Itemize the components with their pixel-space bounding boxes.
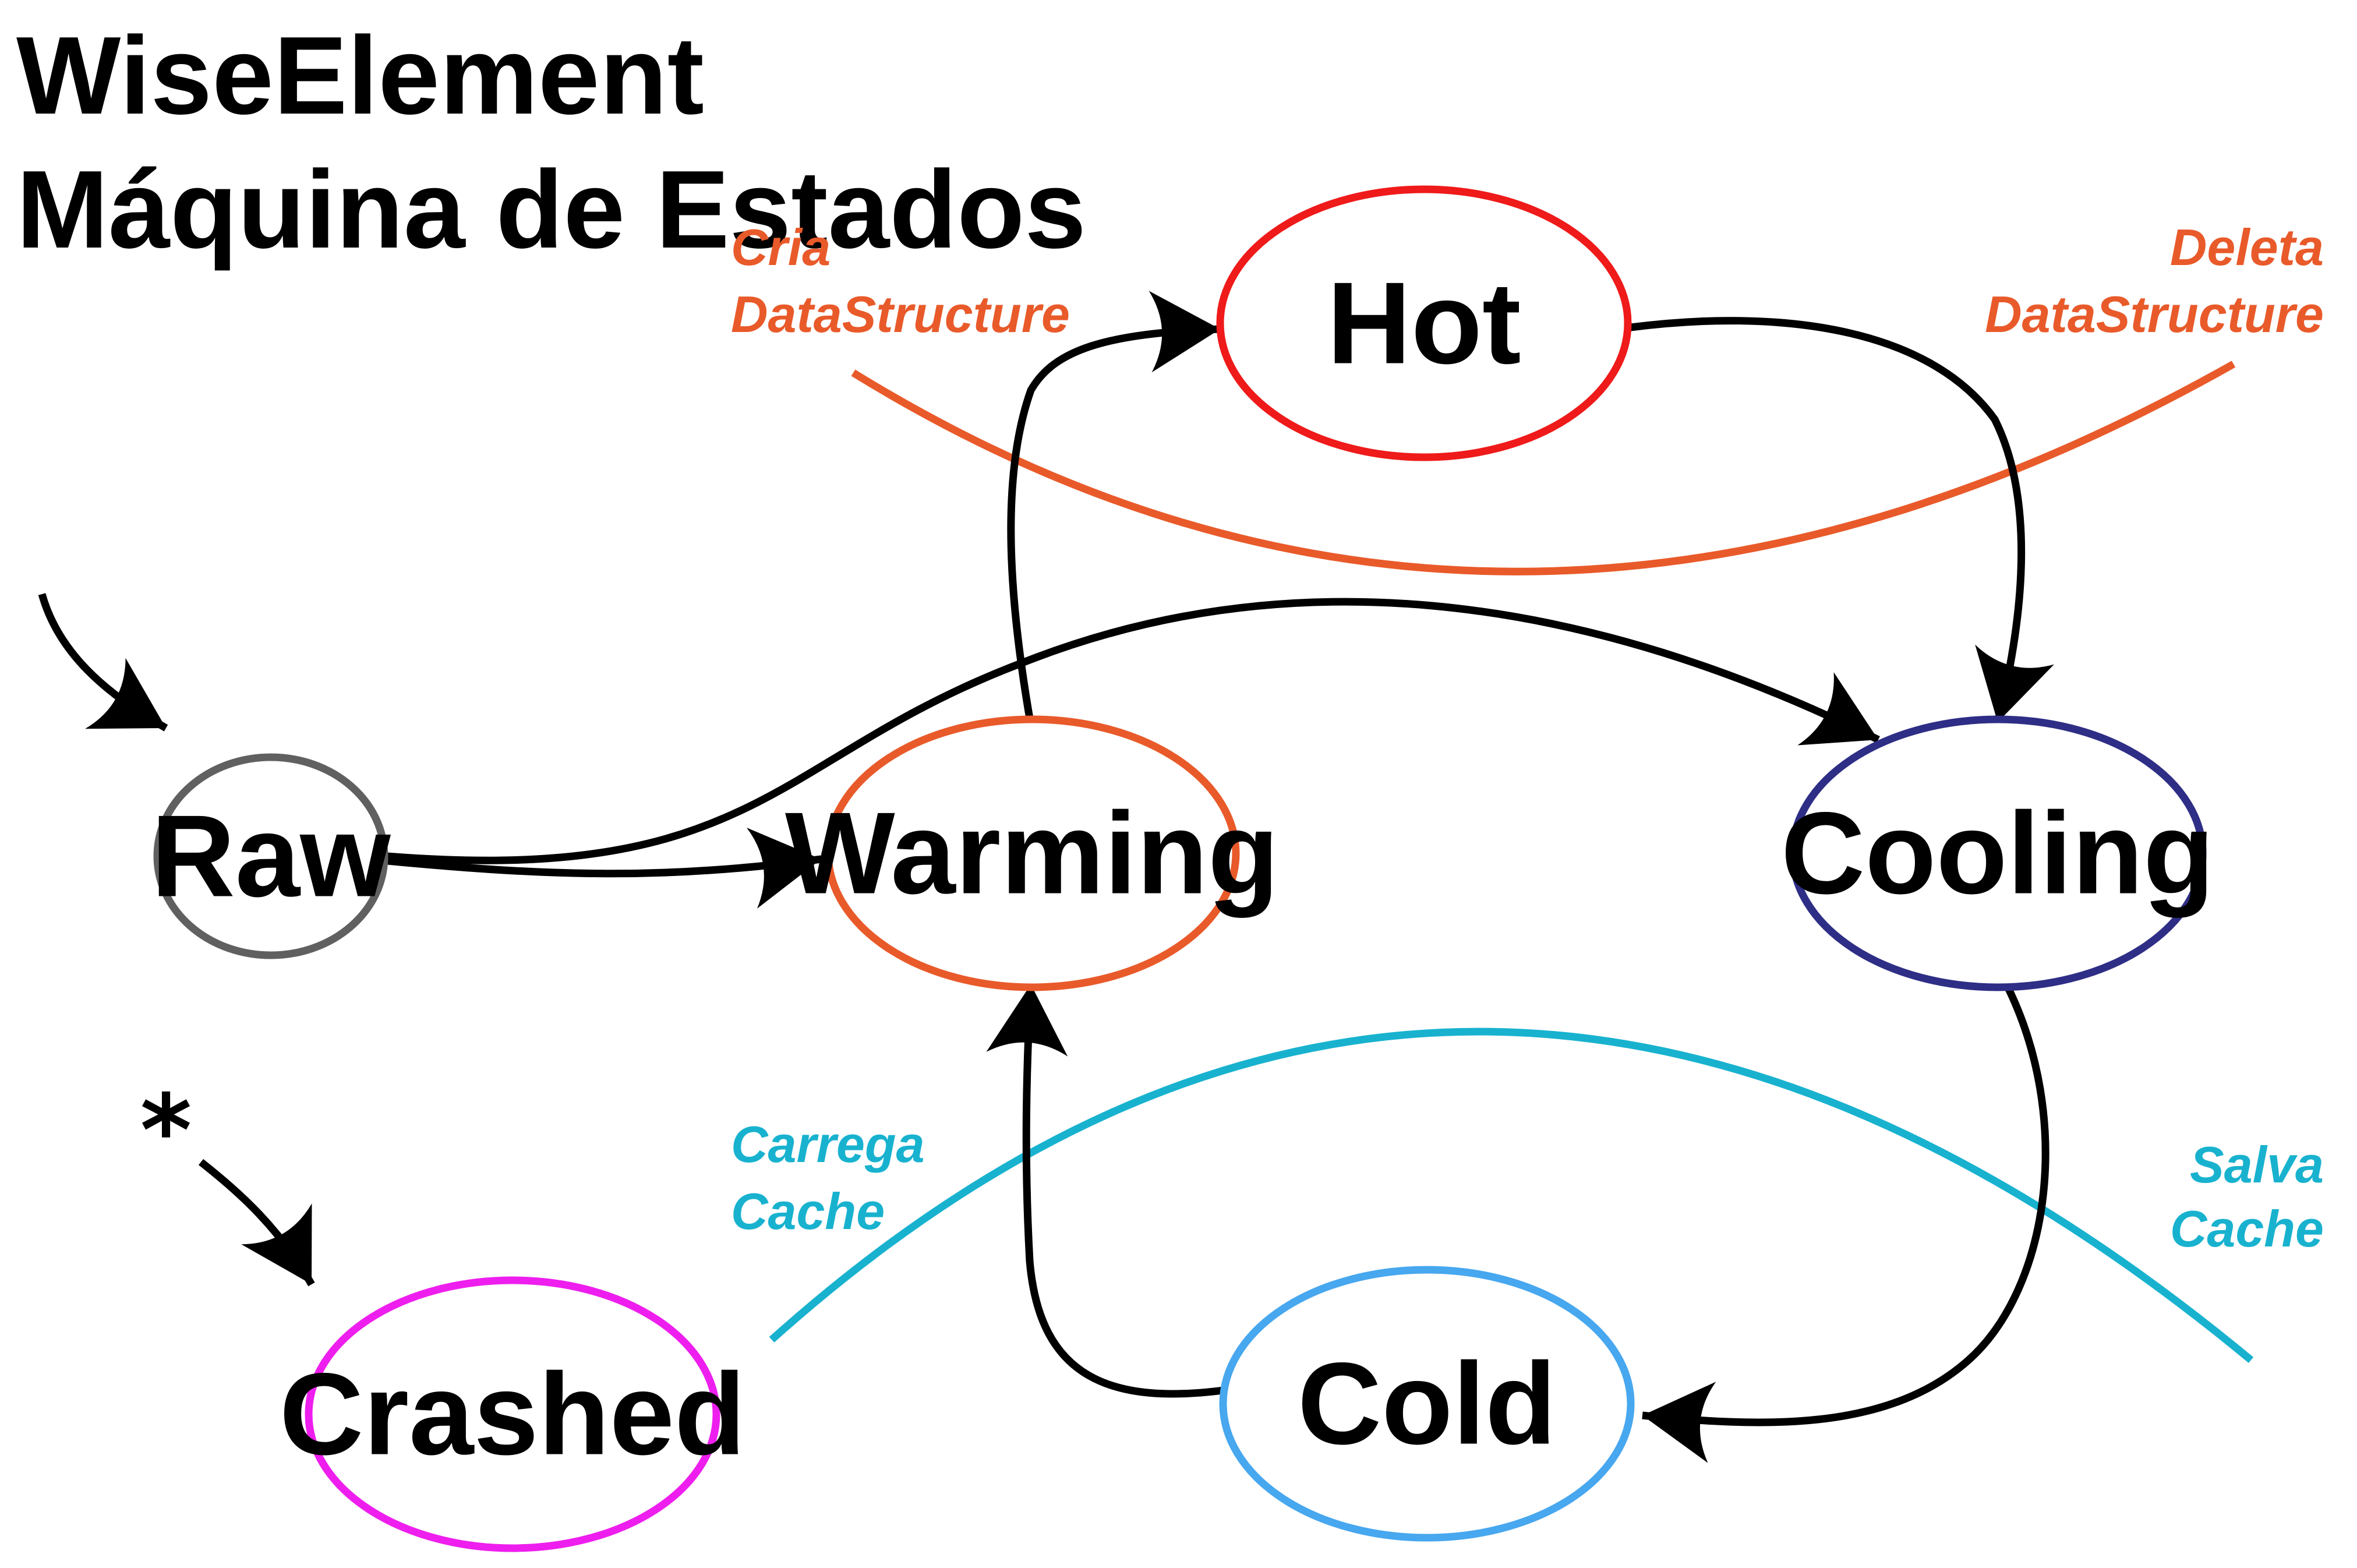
state-crashed-label: Crashed (280, 1350, 745, 1479)
state-warming-label: Warming (785, 789, 1279, 919)
state-hot[interactable]: Hot (1216, 185, 1632, 461)
edge-hot-to-cooling (1630, 317, 2054, 723)
annotation-load-line-2: Cache (731, 1182, 885, 1240)
state-crashed[interactable]: Crashed (280, 1276, 745, 1552)
annotation-load-line-1: Carrega (731, 1115, 925, 1173)
annotation-delete-line-1: Deleta (2170, 218, 2324, 276)
state-cold[interactable]: Cold (1219, 1266, 1635, 1542)
edge-warming-to-hot (1007, 291, 1221, 726)
state-hot-shape (1216, 185, 1632, 461)
state-hot-label: Hot (1327, 259, 1521, 389)
cache-boundary-arc (769, 1027, 2254, 1364)
state-crashed-shape (305, 1276, 720, 1552)
state-cooling-label: Cooling (1781, 789, 2214, 919)
title-line-2: Máquina de Estados (16, 148, 1086, 271)
annotation-load-cache: Carrega Cache (731, 1115, 925, 1240)
annotation-save-line-1: Salva (2190, 1136, 2324, 1193)
state-cooling-shape (1789, 715, 2207, 991)
state-raw-shape (153, 753, 388, 959)
edge-initial-to-raw (38, 593, 168, 732)
edge-raw-to-warming (387, 827, 822, 909)
state-cold-shape (1219, 1266, 1635, 1542)
annotation-save-cache: Salva Cache (2170, 1136, 2324, 1258)
title-line-1: WiseElement (16, 14, 704, 137)
state-cooling[interactable]: Cooling (1781, 715, 2214, 991)
state-raw[interactable]: Raw (151, 753, 391, 959)
state-warming-shape (824, 715, 1240, 991)
annotation-delete-data-structure: Deleta DataStructure (1985, 218, 2324, 343)
any-state-marker: * (140, 1073, 192, 1189)
annotation-create-line-1: Cria (731, 218, 831, 276)
annotation-create-line-2: DataStructure (731, 285, 1070, 343)
annotation-save-line-2: Cache (2170, 1200, 2324, 1258)
edge-cold-to-warming (986, 984, 1232, 1398)
edge-cooling-to-cold (1642, 983, 2049, 1463)
annotation-delete-line-2: DataStructure (1985, 285, 2324, 343)
annotation-create-data-structure: Cria DataStructure (731, 218, 1070, 343)
edge-raw-to-cooling (387, 598, 1880, 864)
state-raw-label: Raw (151, 792, 391, 921)
edge-any-to-crashed (198, 1159, 315, 1287)
state-warming[interactable]: Warming (785, 715, 1279, 991)
state-cold-label: Cold (1298, 1339, 1556, 1469)
